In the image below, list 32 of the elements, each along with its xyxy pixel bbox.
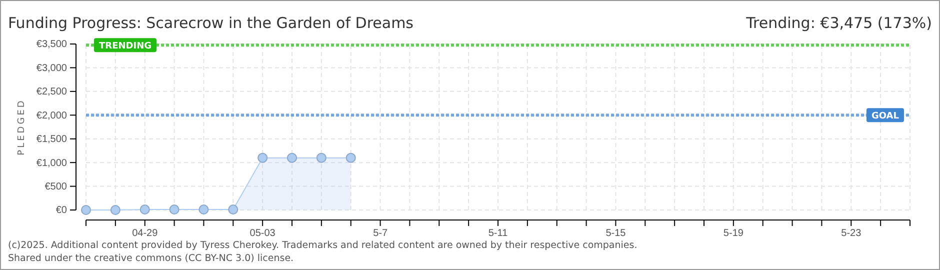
chart-subtitle: Trending: €3,475 (173%) [745, 14, 932, 32]
x-tick-label: 5-15 [606, 228, 626, 240]
y-tick-label: €2,500 [36, 86, 68, 98]
point [316, 152, 326, 163]
ref-line-label: GOAL [872, 112, 900, 122]
y-tick-label: €3,500 [36, 39, 68, 50]
x-tick-label: 04-29 [132, 228, 158, 240]
point [169, 204, 180, 215]
ref-line-label: TRENDING [99, 42, 152, 52]
y-axis-title: PLEDGED [17, 98, 27, 156]
x-tick-label: 5-19 [723, 228, 744, 240]
point [346, 152, 356, 163]
chart-title: Funding Progress: Scarecrow in the Garden of Dreams [8, 14, 414, 32]
point [258, 152, 268, 163]
y-tick-label: €1,000 [36, 158, 68, 169]
y-tick-label: €0 [56, 205, 68, 216]
point [228, 204, 238, 215]
point [287, 152, 297, 163]
y-tick-label: €2,000 [36, 110, 68, 122]
text: (c)2025. Additional content provided by Tyress Cherokey. Trademarks and related content are owned by their respective companies. [8, 240, 638, 251]
y-tick-label: €1,500 [36, 134, 68, 146]
point [81, 205, 91, 215]
point [198, 204, 209, 215]
x-tick-label: 5-7 [373, 228, 388, 240]
x-tick-label: 05-03 [250, 228, 276, 240]
x-tick-label: 5-23 [841, 228, 862, 240]
y-tick-label: €3,000 [36, 62, 68, 74]
y-tick-label: €500 [44, 181, 68, 192]
point [110, 205, 120, 215]
x-tick-label: 5-11 [488, 228, 508, 240]
text: Shared under the creative commons (CC BY-NC 3.0) license. [8, 253, 294, 264]
point [140, 204, 150, 215]
